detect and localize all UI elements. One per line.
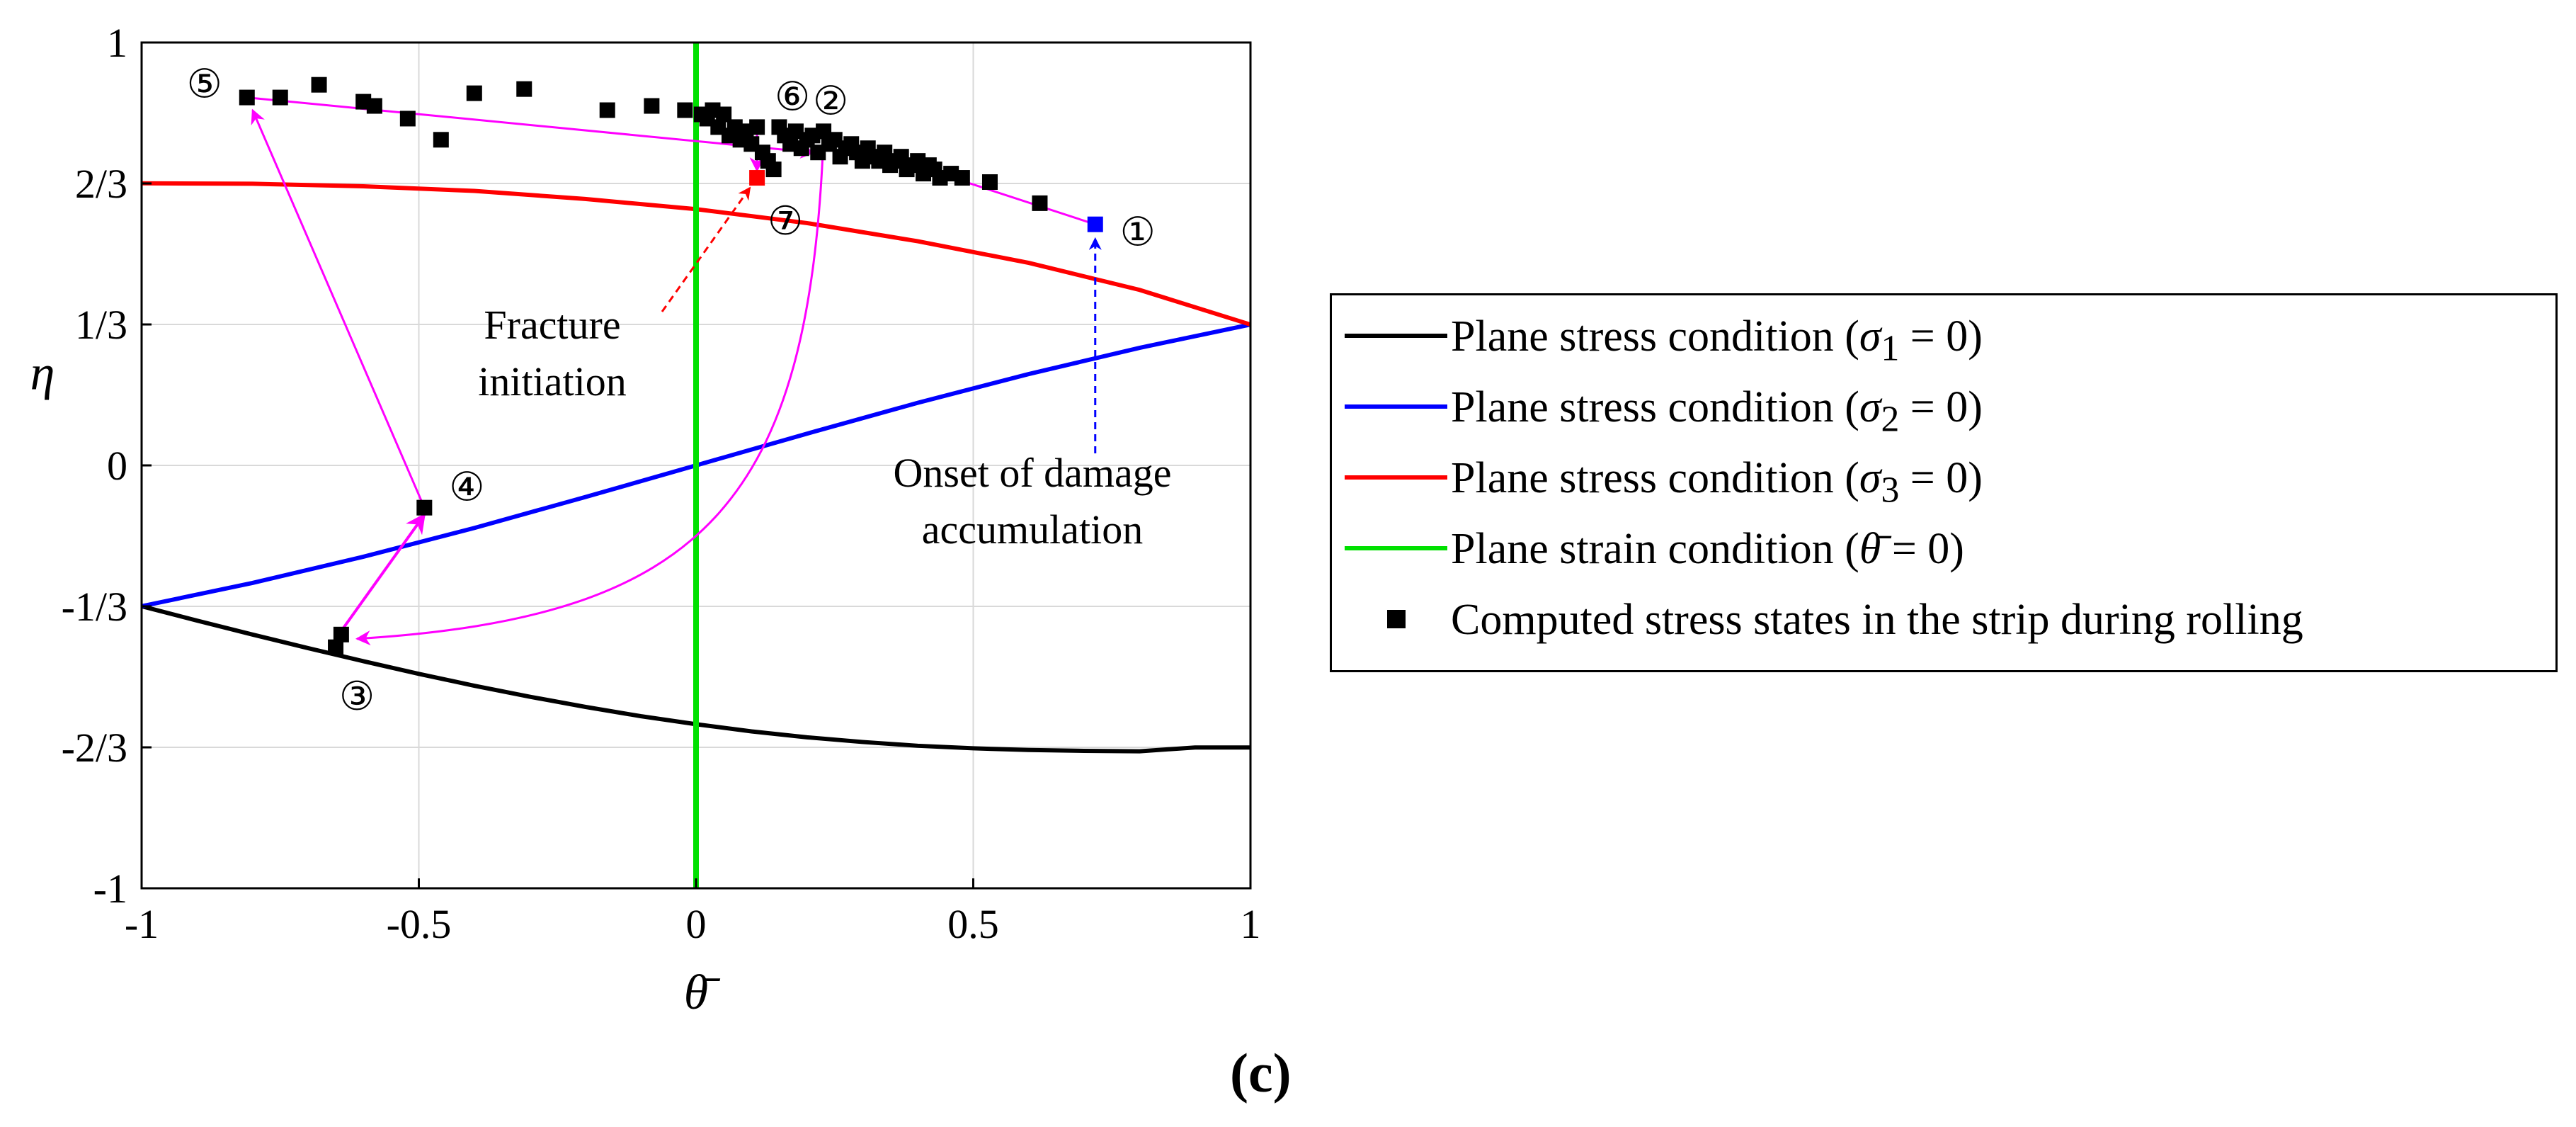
legend-line-plane-strain bbox=[1345, 546, 1447, 550]
data-point bbox=[981, 174, 998, 191]
y-tick-label: 1/3 bbox=[75, 302, 127, 348]
path-point-label-5: ⑤ bbox=[187, 63, 222, 107]
onset-annotation-line: accumulation bbox=[922, 506, 1143, 553]
legend-entry-computed-states: Computed stress states in the strip duri… bbox=[1332, 586, 2555, 657]
fracture-annotation-line: Fracture bbox=[484, 302, 620, 348]
data-point bbox=[311, 77, 327, 93]
axis-ticks: -1 -0.5 0 0.5 1 1 2/3 1/3 0 -1/3 -2/3 -1 bbox=[62, 20, 1261, 947]
path-point-label-6: ⑥ bbox=[775, 75, 810, 119]
y-tick-label: 0 bbox=[107, 443, 127, 489]
path-4-to-5 bbox=[251, 108, 426, 509]
path-point-label-1: ① bbox=[1120, 211, 1156, 255]
fracture-arrow bbox=[661, 186, 751, 312]
y-tick-label: -1 bbox=[93, 866, 127, 912]
data-point bbox=[333, 626, 349, 642]
y-axis-label: η bbox=[30, 346, 55, 401]
data-point bbox=[416, 499, 433, 516]
x-tick-label: 0 bbox=[686, 901, 707, 947]
legend-label-sigma1: Plane stress condition (σ1 = 0) bbox=[1451, 312, 1983, 369]
legend-line-sigma3 bbox=[1345, 475, 1447, 480]
data-point bbox=[644, 98, 660, 114]
y-tick-label: -1/3 bbox=[62, 584, 127, 630]
path-point-label-2: ② bbox=[813, 79, 848, 123]
data-point-highlight bbox=[749, 170, 765, 186]
x-tick-label: 0.5 bbox=[947, 901, 999, 947]
data-point bbox=[433, 132, 449, 148]
legend-line-sigma2 bbox=[1345, 404, 1447, 409]
panel-label: (c) bbox=[1230, 1042, 1292, 1104]
legend-entry-sigma2: Plane stress condition (σ2 = 0) bbox=[1332, 373, 2555, 444]
path-5-to-6 bbox=[246, 96, 816, 159]
x-tick-label: 1 bbox=[1241, 901, 1261, 947]
legend-label-plane-strain: Plane strain condition (θ̄ = 0) bbox=[1451, 525, 1964, 573]
path-point-label-3: ③ bbox=[339, 675, 375, 719]
legend-label-sigma2: Plane stress condition (σ2 = 0) bbox=[1451, 383, 1983, 440]
path-2-to-3 bbox=[355, 135, 825, 646]
legend-entry-sigma3: Plane stress condition (σ3 = 0) bbox=[1332, 444, 2555, 515]
path-3-to-4 bbox=[334, 513, 426, 640]
x-axis-label: θ̄ bbox=[684, 965, 721, 1020]
data-point bbox=[328, 639, 344, 655]
data-point-highlight bbox=[1087, 216, 1103, 232]
data-point bbox=[749, 119, 765, 135]
data-point bbox=[272, 89, 288, 106]
data-point bbox=[366, 98, 382, 114]
y-tick-label: 1 bbox=[107, 20, 127, 66]
x-tick-label: -0.5 bbox=[387, 901, 452, 947]
data-point bbox=[954, 170, 970, 186]
legend-label-computed-states: Computed stress states in the strip duri… bbox=[1451, 596, 2303, 644]
scatter-points bbox=[239, 77, 1103, 655]
legend-label-sigma3: Plane stress condition (σ3 = 0) bbox=[1451, 454, 1983, 511]
legend-marker-square bbox=[1387, 610, 1406, 628]
data-point bbox=[765, 162, 782, 178]
path-point-label-4: ④ bbox=[449, 466, 484, 510]
y-tick-label: -2/3 bbox=[62, 725, 127, 771]
onset-annotation-line: Onset of damage bbox=[894, 450, 1172, 496]
data-point bbox=[716, 106, 732, 123]
y-tick-label: 2/3 bbox=[75, 161, 127, 207]
data-point bbox=[239, 89, 255, 106]
legend: Plane stress condition (σ1 = 0) Plane st… bbox=[1330, 293, 2558, 672]
data-point bbox=[677, 102, 693, 118]
chart-plot: ① ② ③ ④ ⑤ ⑥ ⑦ Fracture initiation Onset of damage… bbox=[30, 20, 1261, 1020]
path-point-label-7: ⑦ bbox=[768, 200, 803, 244]
legend-entry-plane-strain: Plane strain condition (θ̄ = 0) bbox=[1332, 515, 2555, 586]
data-point bbox=[1032, 195, 1048, 211]
curves bbox=[141, 43, 1251, 888]
data-point bbox=[399, 111, 416, 127]
data-point bbox=[516, 81, 532, 97]
data-point bbox=[599, 102, 615, 118]
x-tick-label: -1 bbox=[125, 901, 159, 947]
legend-entry-sigma1: Plane stress condition (σ1 = 0) bbox=[1332, 302, 2555, 373]
fracture-annotation-line: initiation bbox=[478, 358, 626, 404]
legend-line-sigma1 bbox=[1345, 334, 1447, 338]
annotations: ① ② ③ ④ ⑤ ⑥ ⑦ Fracture initiation Onset of damage… bbox=[187, 63, 1172, 719]
data-point bbox=[466, 85, 482, 101]
